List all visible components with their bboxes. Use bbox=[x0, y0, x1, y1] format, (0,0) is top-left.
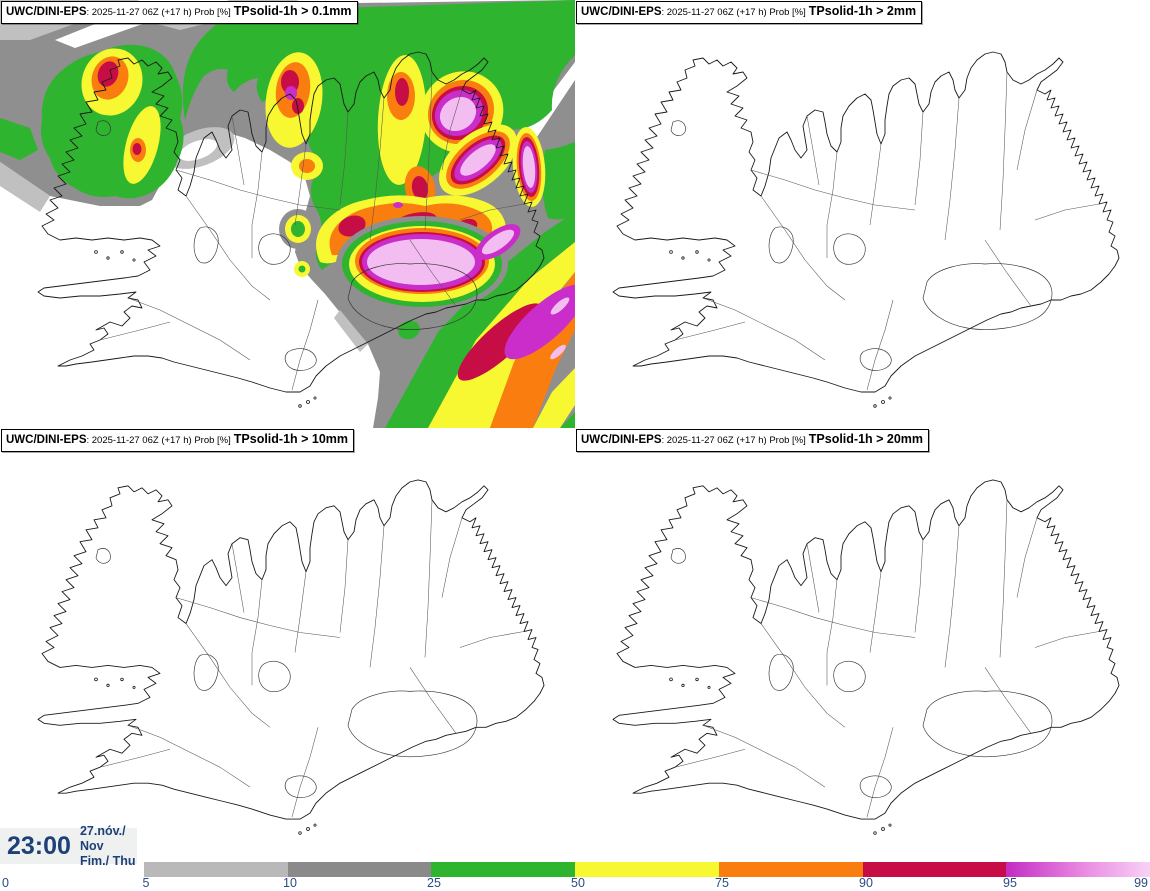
panel-title-10mm: UWC/DINI-EPS: 2025-11-27 06Z (+17 h) Pro… bbox=[1, 429, 355, 452]
run-info: : 2025-11-27 06Z (+17 h) Prob [%] bbox=[86, 7, 231, 18]
threshold-label: TPsolid-1h > 20mm bbox=[808, 432, 924, 446]
colorbar-segment-5-10 bbox=[143, 862, 288, 877]
valid-date: 27.nóv./ Nov bbox=[79, 823, 126, 853]
tick-5: 5 bbox=[142, 876, 150, 890]
iceland-probability-map-0.1mm bbox=[0, 0, 575, 428]
model-name: UWC/DINI-EPS bbox=[6, 6, 87, 18]
panel-title-0.1mm: UWC/DINI-EPS: 2025-11-27 06Z (+17 h) Pro… bbox=[1, 1, 358, 24]
model-name: UWC/DINI-EPS bbox=[581, 6, 662, 18]
model-name: UWC/DINI-EPS bbox=[6, 434, 87, 446]
panel-title-20mm: UWC/DINI-EPS: 2025-11-27 06Z (+17 h) Pro… bbox=[576, 429, 930, 452]
tick-10: 10 bbox=[283, 876, 297, 890]
valid-time: 23:00 bbox=[7, 831, 71, 860]
map-panel-20mm: UWC/DINI-EPS: 2025-11-27 06Z (+17 h) Pro… bbox=[575, 428, 1150, 855]
iceland-probability-map-10mm bbox=[37, 448, 545, 835]
tick-99: 99 bbox=[1134, 876, 1148, 890]
run-info: : 2025-11-27 06Z (+17 h) Prob [%] bbox=[661, 7, 806, 18]
colorbar-segment-95-99 bbox=[1006, 862, 1150, 877]
colorbar-segment-90-95 bbox=[862, 862, 1007, 877]
tick-0: 0 bbox=[2, 876, 9, 890]
tick-90: 90 bbox=[859, 876, 873, 890]
map-panel-10mm: UWC/DINI-EPS: 2025-11-27 06Z (+17 h) Pro… bbox=[0, 428, 575, 855]
valid-day: Fim./ Thu bbox=[79, 853, 136, 868]
colorbar-segment-10-25 bbox=[287, 862, 432, 877]
colorbar-segment-25-50 bbox=[431, 862, 575, 877]
threshold-label: TPsolid-1h > 0.1mm bbox=[233, 4, 352, 18]
map-panel-0.1mm: UWC/DINI-EPS: 2025-11-27 06Z (+17 h) Pro… bbox=[0, 0, 575, 428]
tick-95: 95 bbox=[1003, 876, 1017, 890]
iceland-probability-map-2mm bbox=[612, 20, 1120, 408]
iceland-probability-map-20mm bbox=[612, 448, 1120, 835]
tick-25: 25 bbox=[427, 876, 441, 890]
panel-title-2mm: UWC/DINI-EPS: 2025-11-27 06Z (+17 h) Pro… bbox=[576, 1, 923, 24]
colorbar-segment-75-90 bbox=[718, 862, 863, 877]
run-info: : 2025-11-27 06Z (+17 h) Prob [%] bbox=[661, 435, 806, 446]
model-name: UWC/DINI-EPS bbox=[581, 434, 662, 446]
tick-75: 75 bbox=[715, 876, 729, 890]
valid-time-box[interactable]: 23:00 27.nóv./ Nov Fim./ Thu bbox=[0, 824, 137, 868]
run-info: : 2025-11-27 06Z (+17 h) Prob [%] bbox=[86, 435, 231, 446]
tick-50: 50 bbox=[571, 876, 585, 890]
map-panel-2mm: UWC/DINI-EPS: 2025-11-27 06Z (+17 h) Pro… bbox=[575, 0, 1150, 428]
colorbar-tick-labels: 0 5 10 25 50 75 90 95 99 bbox=[0, 876, 1150, 891]
colorbar-segment-50-75 bbox=[575, 862, 719, 877]
threshold-label: TPsolid-1h > 10mm bbox=[233, 432, 349, 446]
probability-colorbar bbox=[0, 862, 1150, 877]
threshold-label: TPsolid-1h > 2mm bbox=[808, 4, 917, 18]
